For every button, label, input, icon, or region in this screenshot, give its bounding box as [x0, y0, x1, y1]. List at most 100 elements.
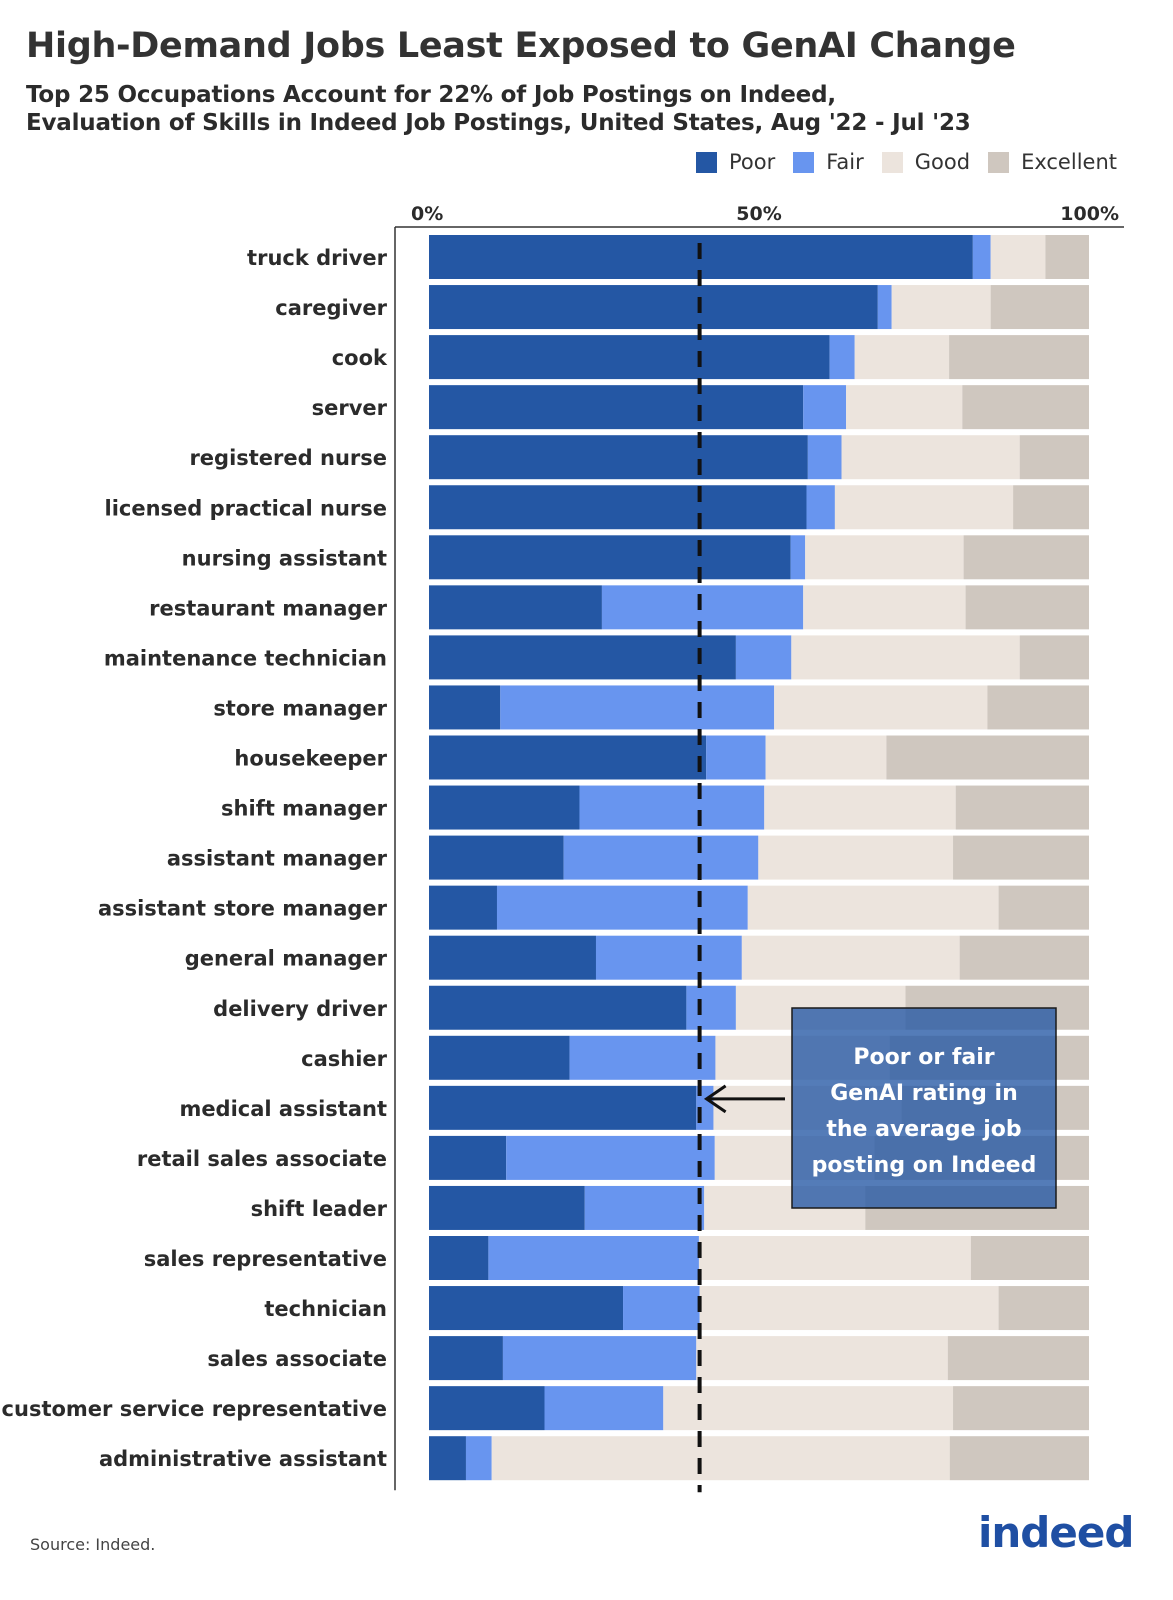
- bar-housekeeper-excellent: [886, 735, 1089, 780]
- bar-maintenance-technician-fair: [735, 635, 792, 680]
- bar-assistant-manager-excellent: [953, 835, 1089, 880]
- category-label-nursing-assistant: nursing assistant: [182, 546, 387, 570]
- bar-assistant-store-manager-excellent: [998, 885, 1089, 930]
- bar-administrative-assistant-good: [491, 1436, 950, 1481]
- bar-store-manager-fair: [500, 685, 775, 730]
- stacked-bar-chart: truck driver caregiver cook server registere…: [2, 203, 1124, 1493]
- category-label-general-manager: general manager: [185, 947, 388, 971]
- annotation-arrow-head: [703, 1084, 727, 1114]
- bar-shift-leader-poor: [429, 1185, 585, 1230]
- bar-server-good: [846, 385, 963, 430]
- category-label-sales-associate: sales associate: [207, 1347, 387, 1371]
- legend-item-fair: Fair: [793, 150, 864, 174]
- bar-general-manager-good: [741, 935, 960, 980]
- category-label-delivery-driver: delivery driver: [213, 997, 387, 1021]
- legend-label-good: Good: [914, 150, 971, 174]
- category-label-cook: cook: [332, 346, 388, 370]
- bar-cashier-poor: [429, 1035, 570, 1080]
- bar-cashier-fair: [569, 1035, 716, 1080]
- category-label-restaurant-manager: restaurant manager: [149, 596, 388, 620]
- bar-shift-manager-excellent: [955, 785, 1089, 830]
- category-label-customer-service-representative: customer service representative: [2, 1397, 387, 1421]
- category-label-medical-assistant: medical assistant: [179, 1097, 387, 1121]
- bar-licensed-practical-nurse-poor: [429, 485, 807, 530]
- bar-cook-good: [854, 335, 950, 380]
- bar-technician-poor: [429, 1286, 624, 1331]
- bar-retail-sales-associate-poor: [429, 1135, 507, 1180]
- bar-maintenance-technician-good: [791, 635, 1020, 680]
- bar-delivery-driver-poor: [429, 985, 687, 1030]
- bar-cook-excellent: [949, 335, 1089, 380]
- axes: [394, 226, 1124, 1491]
- bar-sales-associate-good: [696, 1336, 948, 1381]
- bar-sales-associate-fair: [502, 1336, 697, 1381]
- bar-store-manager-excellent: [987, 685, 1089, 730]
- bar-administrative-assistant-fair: [465, 1436, 492, 1481]
- legend-item-good: Good: [881, 150, 971, 174]
- bar-server-fair: [803, 385, 847, 430]
- bar-registered-nurse-excellent: [1019, 435, 1089, 480]
- legend-swatch-fair: [793, 151, 815, 173]
- bar-shift-manager-poor: [429, 785, 580, 830]
- category-label-cashier: cashier: [301, 1047, 388, 1071]
- bar-nursing-assistant-poor: [429, 535, 791, 580]
- chart-title: High-Demand Jobs Least Exposed to GenAI …: [26, 26, 1016, 66]
- category-label-truck-driver: truck driver: [247, 246, 388, 270]
- legend-swatch-poor: [696, 151, 717, 173]
- bar-shift-manager-fair: [579, 785, 765, 830]
- indeed-logo: indeed: [978, 1508, 1134, 1557]
- bar-maintenance-technician-excellent: [1019, 635, 1089, 680]
- chart-subtitle-line-2: Evaluation of Skills in Indeed Job Posti…: [26, 110, 971, 136]
- bar-sales-representative-poor: [429, 1236, 489, 1280]
- category-label-technician: technician: [264, 1297, 387, 1321]
- bar-housekeeper-poor: [429, 735, 707, 780]
- bar-delivery-driver-fair: [686, 985, 736, 1030]
- legend: Poor Fair Good Excellent: [678, 150, 1117, 174]
- bar-assistant-store-manager-good: [747, 885, 999, 930]
- category-label-caregiver: caregiver: [275, 296, 387, 320]
- bars-group: [429, 235, 1089, 1481]
- bar-retail-sales-associate-fair: [506, 1135, 715, 1180]
- source-note: Source: Indeed.: [30, 1535, 156, 1554]
- annotation-text-line-2: GenAI rating in: [830, 1081, 1018, 1106]
- bar-housekeeper-fair: [706, 735, 766, 780]
- category-label-server: server: [312, 396, 388, 420]
- bar-caregiver-fair: [877, 285, 892, 330]
- annotation-group: Poor or fair GenAI rating in the average j…: [703, 1007, 1057, 1209]
- bar-assistant-store-manager-fair: [496, 885, 748, 930]
- x-axis-ticks: 0% 50% 100%: [411, 203, 1119, 225]
- x-tick-label-100: 100%: [1060, 203, 1119, 225]
- x-tick-label-50: 50%: [736, 203, 781, 225]
- bar-cook-poor: [429, 335, 830, 380]
- annotation-box: [791, 1007, 1057, 1209]
- bar-server-excellent: [962, 385, 1089, 430]
- bar-licensed-practical-nurse-excellent: [1013, 485, 1089, 530]
- category-label-administrative-assistant: administrative assistant: [99, 1447, 387, 1471]
- bar-truck-driver-good: [990, 235, 1046, 279]
- legend-swatch-excellent: [988, 151, 1010, 173]
- category-label-assistant-manager: assistant manager: [167, 847, 388, 871]
- bar-caregiver-excellent: [990, 285, 1089, 330]
- category-label-shift-manager: shift manager: [221, 797, 388, 821]
- bar-customer-service-representative-poor: [429, 1386, 545, 1431]
- category-label-assistant-store-manager: assistant store manager: [98, 897, 388, 921]
- bar-sales-associate-excellent: [947, 1336, 1089, 1381]
- bar-restaurant-manager-excellent: [965, 585, 1089, 630]
- bar-housekeeper-good: [765, 735, 887, 780]
- bar-sales-associate-poor: [429, 1336, 503, 1381]
- bar-sales-representative-fair: [488, 1236, 699, 1280]
- bar-cook-fair: [829, 335, 855, 380]
- bar-shift-manager-good: [764, 785, 956, 830]
- bar-general-manager-poor: [429, 935, 596, 980]
- bar-store-manager-poor: [429, 685, 501, 730]
- bar-nursing-assistant-fair: [790, 535, 806, 580]
- bar-general-manager-fair: [595, 935, 742, 980]
- category-label-sales-representative: sales representative: [144, 1247, 387, 1271]
- bar-administrative-assistant-poor: [429, 1436, 466, 1481]
- legend-swatch-good: [881, 151, 903, 173]
- bar-caregiver-poor: [429, 285, 878, 330]
- bar-registered-nurse-poor: [429, 435, 808, 480]
- bar-nursing-assistant-excellent: [963, 535, 1089, 580]
- bar-assistant-manager-fair: [563, 835, 759, 880]
- bar-customer-service-representative-excellent: [953, 1386, 1089, 1431]
